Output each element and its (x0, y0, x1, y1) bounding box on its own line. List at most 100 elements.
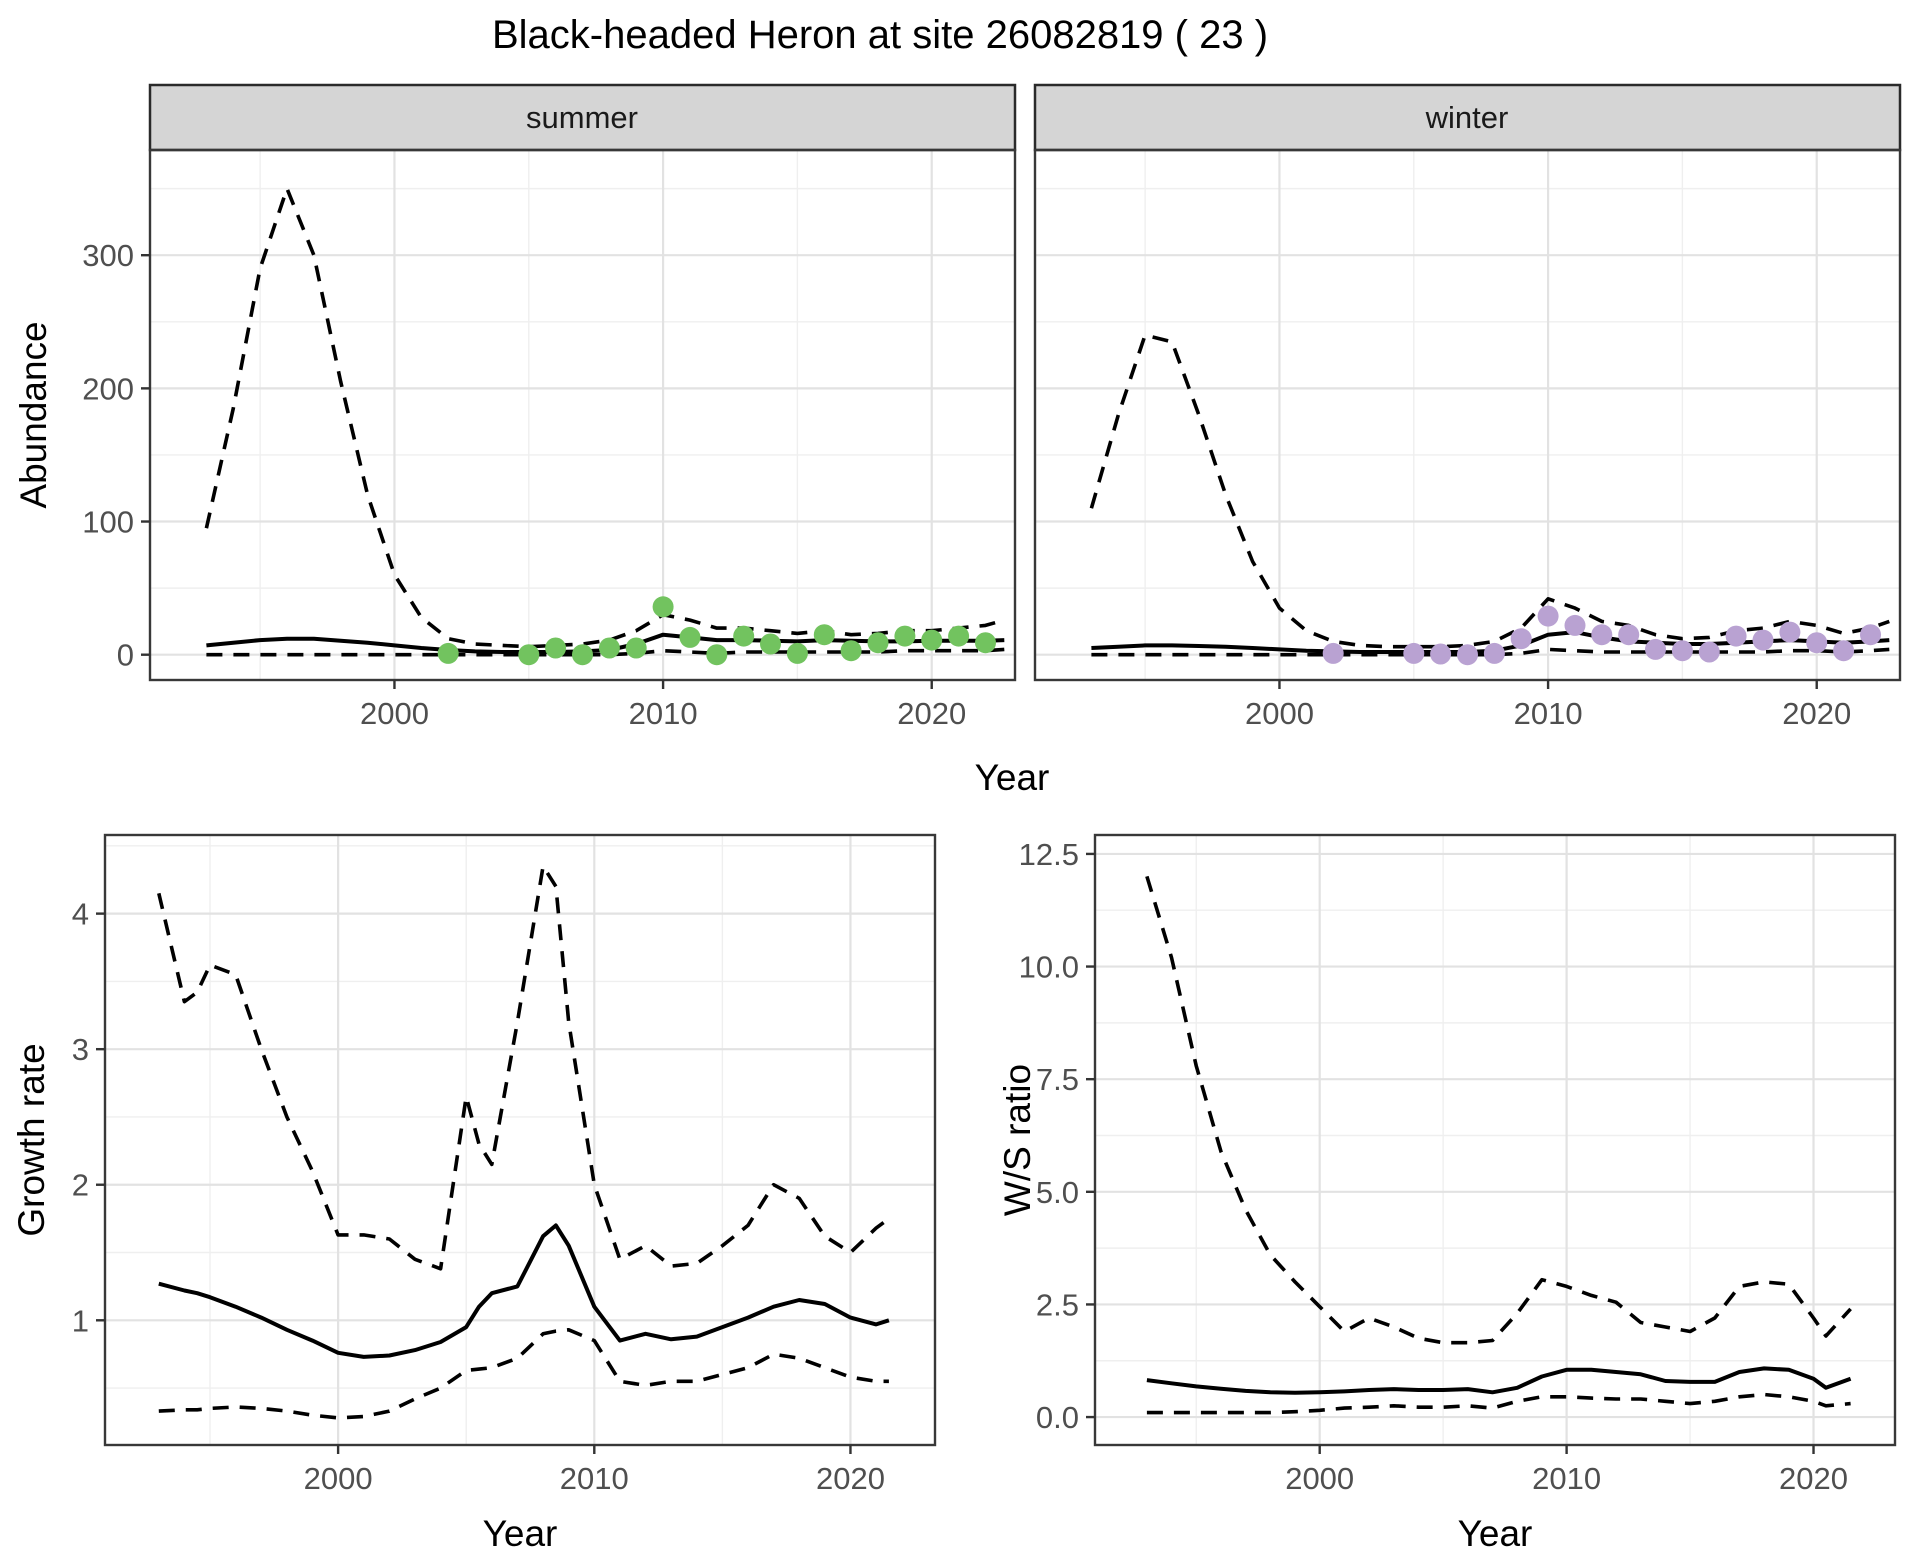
ws-grid-major (1095, 835, 1895, 1445)
growth-y-tick-label: 4 (72, 897, 89, 932)
summer-panel: 2000 2010 2020 0 100 200 300 (82, 83, 1017, 731)
growth-grid-minor (105, 835, 935, 1445)
winter-data-point (1591, 624, 1613, 646)
summer-data-point (598, 637, 620, 659)
ws-plot-background (1095, 835, 1895, 1445)
growth-grid-major (105, 835, 935, 1445)
growth-x-tick-label: 2020 (816, 1461, 885, 1496)
winter-data-point (1430, 643, 1452, 665)
ws-x-tick-label: 2020 (1779, 1461, 1848, 1496)
growth-y-tick-label: 1 (72, 1303, 89, 1338)
winter-data-point (1618, 624, 1640, 646)
summer-observations (437, 596, 996, 666)
winter-x-tick-label: 2020 (1782, 696, 1851, 731)
winter-data-point (1698, 641, 1720, 663)
winter-data-point (1510, 628, 1532, 650)
winter-grid-minor (1035, 150, 1900, 680)
winter-observations (1322, 605, 1881, 666)
summer-grid-minor (150, 150, 1015, 680)
summer-data-point (706, 644, 728, 666)
summer-data-point (545, 637, 567, 659)
top-year-axis-label: Year (975, 757, 1050, 798)
winter-data-point (1403, 642, 1425, 664)
growth-y-tick-label: 2 (72, 1168, 89, 1203)
growth-plot-background (105, 835, 935, 1445)
summer-y-tick-label: 300 (82, 238, 134, 273)
summer-plot-background (150, 150, 1015, 680)
page-title: Black-headed Heron at site 26082819 ( 23… (492, 13, 1268, 57)
ws-x-tick-label: 2000 (1285, 1461, 1354, 1496)
growth-upper-ci-line (157, 864, 890, 1271)
ws-y-tick-label: 12.5 (1019, 837, 1079, 872)
growth-x-tick-label: 2010 (560, 1461, 629, 1496)
summer-data-point (733, 625, 755, 647)
growth-y-tick-label: 3 (72, 1032, 89, 1067)
winter-data-point (1671, 640, 1693, 662)
summer-data-point (840, 640, 862, 662)
ws-x-tick-label: 2010 (1532, 1461, 1601, 1496)
abundance-axis-label: Abundance (13, 321, 54, 508)
ws-panel-border (1093, 833, 1897, 1447)
summer-data-point (948, 625, 970, 647)
summer-data-point (813, 624, 835, 646)
ws-x-axis: 2000 2010 2020 (1285, 1445, 1848, 1496)
summer-data-point (921, 629, 943, 651)
facet-label-winter: winter (1425, 100, 1509, 135)
summer-y-tick-label: 200 (82, 371, 134, 406)
growth-panel: 2000 2010 2020 1 2 3 4 (72, 833, 937, 1496)
ws-y-axis: 0.0 2.5 5.0 7.5 10.0 12.5 (1019, 837, 1095, 1435)
summer-y-tick-label: 100 (82, 505, 134, 540)
winter-data-point (1483, 642, 1505, 664)
summer-data-point (679, 626, 701, 648)
winter-data-point (1322, 642, 1344, 664)
ws-year-axis-label: Year (1458, 1513, 1533, 1554)
winter-data-point (1564, 614, 1586, 636)
summer-x-tick-label: 2000 (360, 696, 429, 731)
ws-y-tick-label: 7.5 (1036, 1062, 1079, 1097)
winter-data-point (1833, 640, 1855, 662)
facet-label-summer: summer (526, 100, 638, 135)
ws-lower-ci-line (1146, 1392, 1851, 1415)
winter-data-point (1860, 624, 1881, 646)
ws-y-tick-label: 5.0 (1036, 1175, 1079, 1210)
winter-x-axis: 2000 2010 2020 (1245, 680, 1851, 731)
winter-data-point (1645, 638, 1666, 660)
growth-x-tick-label: 2000 (304, 1461, 373, 1496)
ws-grid-minor (1095, 835, 1895, 1445)
summer-x-axis: 2000 2010 2020 (360, 680, 966, 731)
ws-panel: 2000 2010 2020 0.0 2.5 5.0 7.5 10.0 12.5 (1019, 833, 1897, 1496)
ws-upper-ci-line (1145, 875, 1852, 1345)
winter-x-tick-label: 2010 (1514, 696, 1583, 731)
growth-lower-ci-line (158, 1328, 889, 1420)
winter-panel-border (1033, 148, 1902, 682)
winter-x-tick-label: 2000 (1245, 696, 1314, 731)
ws-y-tick-label: 10.0 (1019, 950, 1079, 985)
winter-panel: 2000 2010 2020 (1033, 83, 1902, 731)
winter-data-point (1537, 605, 1559, 627)
summer-x-tick-label: 2010 (629, 696, 698, 731)
ws-fit-line (1146, 1366, 1852, 1395)
summer-data-point (572, 644, 593, 666)
summer-x-tick-label: 2020 (897, 696, 966, 731)
summer-panel-border (148, 148, 1017, 682)
summer-data-point (518, 644, 540, 666)
summer-y-axis: 0 100 200 300 (82, 238, 150, 673)
summer-data-point (625, 637, 647, 659)
winter-plot-background (1035, 150, 1900, 680)
growth-rate-axis-label: Growth rate (11, 1043, 52, 1236)
ws-y-tick-label: 0.0 (1036, 1400, 1079, 1435)
summer-data-point (786, 642, 808, 664)
summer-data-point (894, 625, 916, 647)
growth-year-axis-label: Year (483, 1513, 558, 1554)
winter-data-point (1725, 625, 1747, 647)
summer-data-point (652, 596, 674, 618)
winter-data-point (1457, 644, 1478, 666)
summer-data-point (975, 632, 996, 654)
summer-facet-strip (148, 83, 1017, 152)
winter-data-point (1779, 621, 1801, 643)
summer-y-tick-label: 0 (117, 638, 134, 673)
growth-y-axis: 1 2 3 4 (72, 897, 105, 1338)
summer-data-point (437, 642, 459, 664)
